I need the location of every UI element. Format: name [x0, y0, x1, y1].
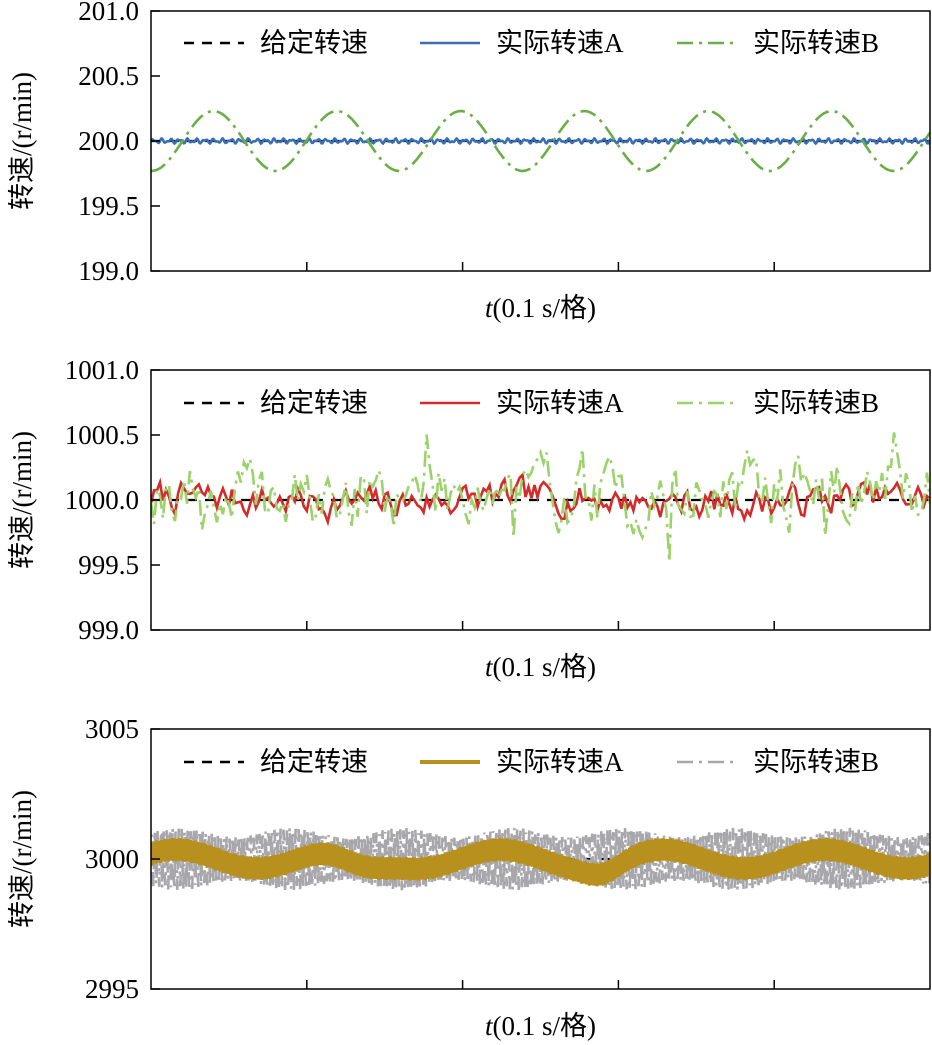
x-axis-var: t [485, 293, 494, 323]
y-tick-label: 199.0 [78, 256, 139, 286]
y-tick-label: 200.0 [78, 126, 139, 156]
legend-label: 实际转速A [496, 28, 624, 58]
chart-panel-2: 1001.0 1000.5 1000.0 999.5 999.0 t(0.1 s/格) 转速… [7, 355, 931, 682]
legend: 给定转速 实际转速A 实际转速B [184, 388, 879, 418]
y-tick-label: 3000 [85, 844, 139, 874]
plot-area [151, 432, 930, 562]
x-axis-label: t(0.1 s/格) [485, 1011, 596, 1041]
legend-label: 实际转速A [496, 747, 624, 777]
plot-area [151, 827, 930, 891]
y-tick-label: 1000.5 [65, 420, 139, 450]
series-line-2 [151, 471, 930, 527]
legend-label: 实际转速B [753, 28, 879, 58]
y-axis-label: 转速/(r/min) [7, 72, 37, 210]
y-tick-label: 1001.0 [65, 355, 139, 385]
series-line-3 [151, 837, 930, 887]
x-axis-unit: (0.1 s/格) [493, 1011, 597, 1041]
y-tick-label: 999.5 [78, 550, 139, 580]
series-line-3 [151, 109, 930, 173]
y-tick-label: 3005 [85, 714, 139, 744]
chart-panel-1: 201.0 200.5 200.0 199.5 199.0 t(0.1 s/格) 转速/(r… [7, 0, 931, 323]
y-axis-label: 转速/(r/min) [7, 431, 37, 569]
series-line-3 [151, 432, 930, 562]
x-axis-unit: (0.1 s/格) [493, 652, 597, 682]
legend-label: 实际转速B [753, 388, 879, 418]
legend-label: 实际转速A [496, 388, 624, 418]
legend-label: 给定转速 [260, 28, 368, 58]
y-axis-label: 转速/(r/min) [7, 790, 37, 928]
y-tick-label: 999.0 [78, 615, 139, 645]
chart-panel-3: 3005 3000 2995 t(0.1 s/格) 转速/(r/min) 给定转速 实际转速… [7, 714, 931, 1041]
series-line-2 [151, 136, 930, 146]
x-axis-label: t(0.1 s/格) [485, 293, 596, 323]
x-axis-unit: (0.1 s/格) [493, 293, 597, 323]
y-tick-label: 2995 [85, 974, 139, 1004]
legend: 给定转速 实际转速A 实际转速B [184, 747, 879, 777]
x-axis-label: t(0.1 s/格) [485, 652, 596, 682]
legend: 给定转速 实际转速A 实际转速B [184, 28, 879, 58]
y-tick-label: 200.5 [78, 61, 139, 91]
x-axis-var: t [485, 652, 494, 682]
legend-label: 实际转速B [753, 747, 879, 777]
y-tick-label: 1000.0 [65, 485, 139, 515]
plot-area [151, 109, 930, 173]
legend-label: 给定转速 [260, 747, 368, 777]
y-tick-label: 201.0 [78, 0, 139, 26]
x-axis-var: t [485, 1011, 494, 1041]
legend-label: 给定转速 [260, 388, 368, 418]
y-tick-label: 199.5 [78, 191, 139, 221]
